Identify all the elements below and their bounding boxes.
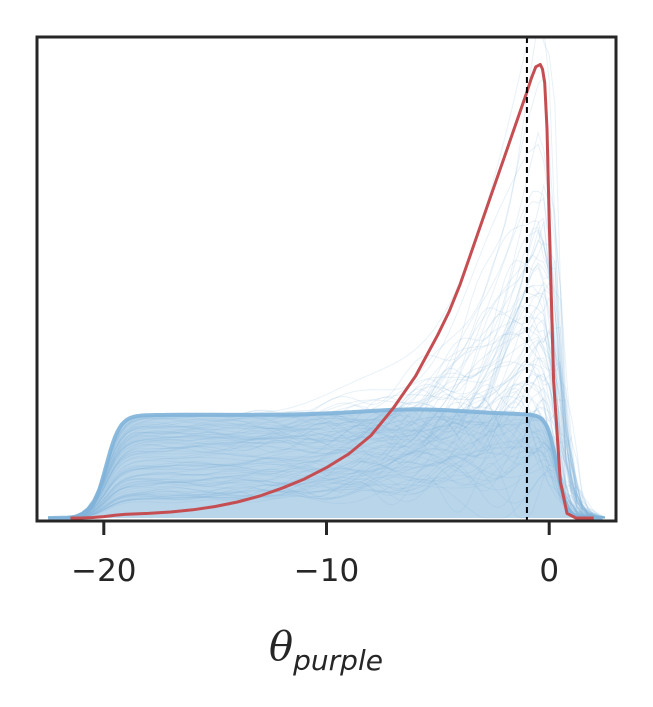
x-axis-label-symbol: θ [269, 624, 293, 670]
x-tick-label: −20 [71, 553, 136, 589]
x-tick-label: 0 [539, 553, 559, 589]
x-axis-label: θpurple [269, 624, 383, 677]
x-tick-label: −10 [294, 553, 359, 589]
posterior-band-edge [48, 407, 603, 520]
svg-text:θpurple: θpurple [269, 624, 383, 677]
prior-density-line [70, 63, 594, 520]
posterior-band-fill [48, 409, 603, 518]
x-axis-label-subscript: purple [292, 644, 383, 677]
posterior-sample-band [48, 407, 603, 520]
x-axis-ticks: −20 −10 0 [71, 521, 559, 589]
prior-density-layer [70, 63, 594, 520]
